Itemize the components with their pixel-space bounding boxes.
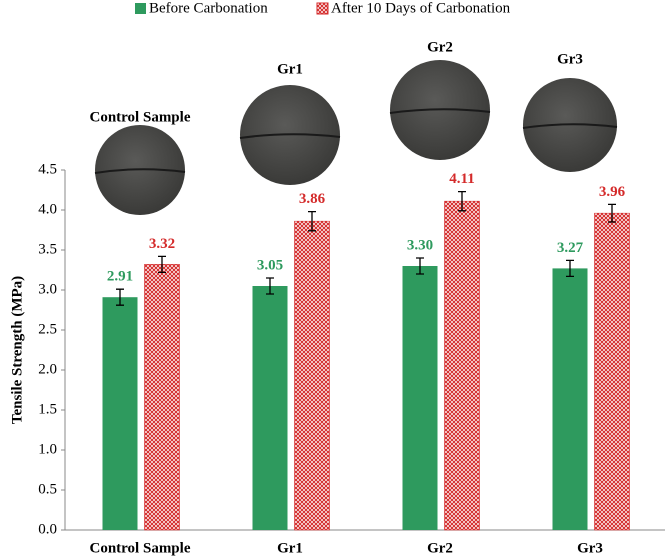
y-tick-label: 4.5 [38,161,57,177]
sample-crack [239,133,341,139]
y-tick-label: 0.5 [38,481,57,497]
legend-label: After 10 Days of Carbonation [331,0,511,16]
error-bar [458,190,466,212]
error-bar [158,255,166,274]
error-bar [566,259,574,278]
error-bar [308,210,316,232]
x-tick-label: Gr1 [277,540,303,556]
value-label: 3.86 [299,191,326,207]
y-axis-label: Tensile Strength (MPa) [9,276,25,424]
y-tick-label: 3.5 [38,241,57,257]
value-label: 4.11 [449,171,474,187]
y-tick-label: 2.0 [38,361,57,377]
legend-swatch [316,2,329,15]
x-tick-label: Control Sample [90,540,191,556]
legend-swatch [135,3,146,14]
y-tick-label: 2.5 [38,321,57,337]
bar [252,286,288,530]
y-tick-label: 1.5 [38,401,57,417]
value-label: 2.91 [107,269,133,285]
error-bar [416,257,424,275]
sample-crack [522,123,618,129]
bar [144,264,180,531]
value-label: 3.27 [557,240,584,256]
sample-crack [389,108,491,114]
bar [444,200,480,531]
annotation: Gr3 [557,51,583,67]
bar [102,297,138,530]
sample-crack [94,168,186,174]
error-bar [116,288,124,306]
y-tick-label: 1.0 [38,441,57,457]
error-bar [608,203,616,223]
value-label: 3.05 [257,257,283,273]
legend-label: Before Carbonation [149,0,268,16]
value-label: 3.96 [599,184,626,200]
bar [294,220,330,531]
annotation: Control Sample [90,109,191,125]
bar [402,266,438,530]
value-label: 3.32 [149,236,175,252]
x-tick-label: Gr2 [427,540,453,556]
y-tick-label: 0.0 [38,521,57,537]
bar [594,212,630,531]
y-tick-label: 3.0 [38,281,57,297]
error-bar [266,277,274,295]
annotation: Gr2 [427,39,453,55]
annotation: Gr1 [277,61,303,77]
y-tick-label: 4.0 [38,201,57,217]
bar [552,268,588,530]
x-tick-label: Gr3 [577,540,603,556]
value-label: 3.30 [407,237,433,253]
